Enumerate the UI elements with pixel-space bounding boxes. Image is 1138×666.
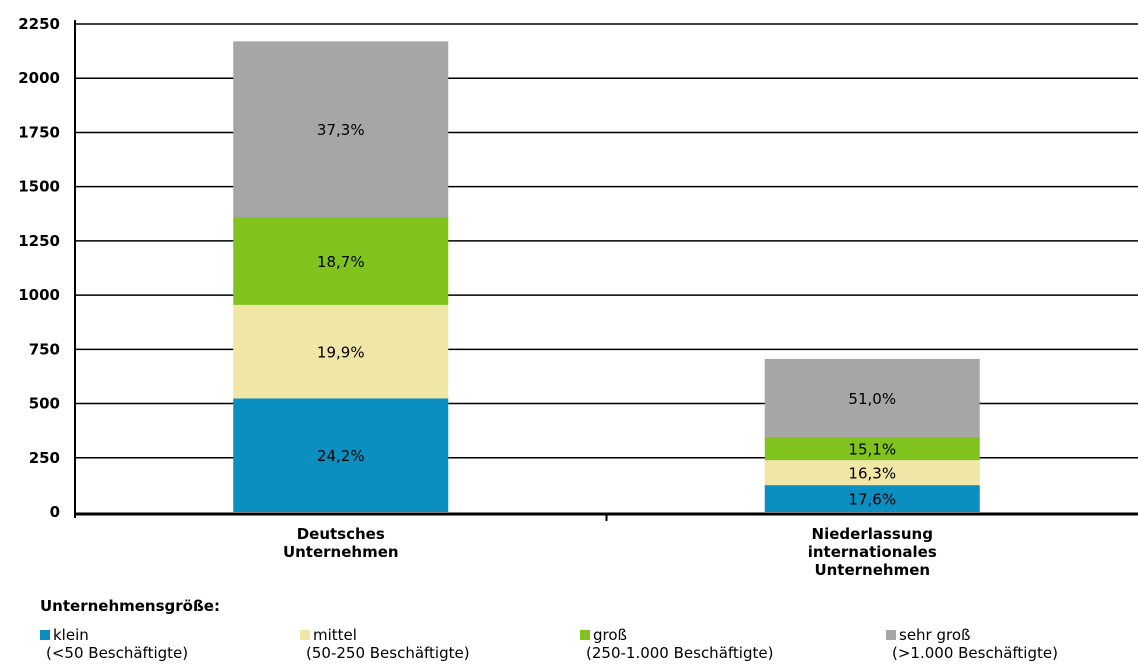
legend-item-sehr-gross: sehr groß (>1.000 Beschäftigte) [886, 626, 1058, 662]
legend-swatch-mittel [300, 630, 310, 640]
legend-sub-klein: (<50 Beschäftigte) [46, 644, 189, 662]
data-label: 37,3% [317, 121, 365, 139]
legend-sub-sehr-gross: (>1.000 Beschäftigte) [892, 644, 1058, 662]
y-tick-label: 1500 [18, 178, 60, 196]
category-label: Unternehmen [283, 543, 399, 561]
legend-swatch-gross [580, 630, 590, 640]
category-label: internationales [808, 543, 937, 561]
legend: klein (<50 Beschäftigte) mittel (50-250 … [40, 626, 1130, 666]
category-label: Unternehmen [814, 561, 930, 579]
data-label: 15,1% [848, 441, 896, 459]
category-label: Deutsches [297, 525, 385, 543]
legend-sub-gross: (250-1.000 Beschäftigte) [586, 644, 774, 662]
data-label: 18,7% [317, 253, 365, 271]
y-tick-label: 250 [29, 449, 60, 467]
legend-item-klein: klein (<50 Beschäftigte) [40, 626, 188, 662]
legend-swatch-sehr-gross [886, 630, 896, 640]
bar-segment [233, 41, 449, 218]
legend-label-sehr-gross: sehr groß [899, 626, 971, 644]
legend-label-mittel: mittel [313, 626, 357, 644]
data-label: 16,3% [848, 465, 896, 483]
legend-sub-mittel: (50-250 Beschäftigte) [306, 644, 470, 662]
data-label: 17,6% [848, 491, 896, 509]
legend-label-gross: groß [593, 626, 627, 644]
bar-segment [764, 358, 980, 437]
y-tick-label: 1000 [18, 286, 60, 304]
legend-swatch-klein [40, 630, 50, 640]
data-label: 19,9% [317, 344, 365, 362]
bar-segment [233, 217, 449, 305]
y-tick-label: 750 [29, 340, 60, 358]
bar-segment [764, 485, 980, 512]
legend-label-klein: klein [53, 626, 89, 644]
bar-segment [233, 304, 449, 399]
legend-item-gross: groß (250-1.000 Beschäftigte) [580, 626, 773, 662]
category-label: Niederlassung [812, 525, 933, 543]
bar-segment [233, 398, 449, 512]
y-tick-label: 1250 [18, 232, 60, 250]
legend-item-mittel: mittel (50-250 Beschäftigte) [300, 626, 470, 662]
y-tick-label: 2000 [18, 69, 60, 87]
y-tick-label: 2250 [18, 15, 60, 33]
bar-segment [764, 436, 980, 461]
bar-segment [764, 460, 980, 486]
legend-title: Unternehmensgröße: [40, 597, 220, 615]
y-tick-label: 0 [50, 503, 60, 521]
data-label: 24,2% [317, 447, 365, 465]
y-tick-label: 500 [29, 395, 60, 413]
stacked-bar-chart: 0 250 500 750 1000 1250 1500 1750 2000 2250 24,2% 1… [18, 15, 1138, 579]
y-tick-label: 1750 [18, 123, 60, 141]
data-label: 51,0% [848, 390, 896, 408]
